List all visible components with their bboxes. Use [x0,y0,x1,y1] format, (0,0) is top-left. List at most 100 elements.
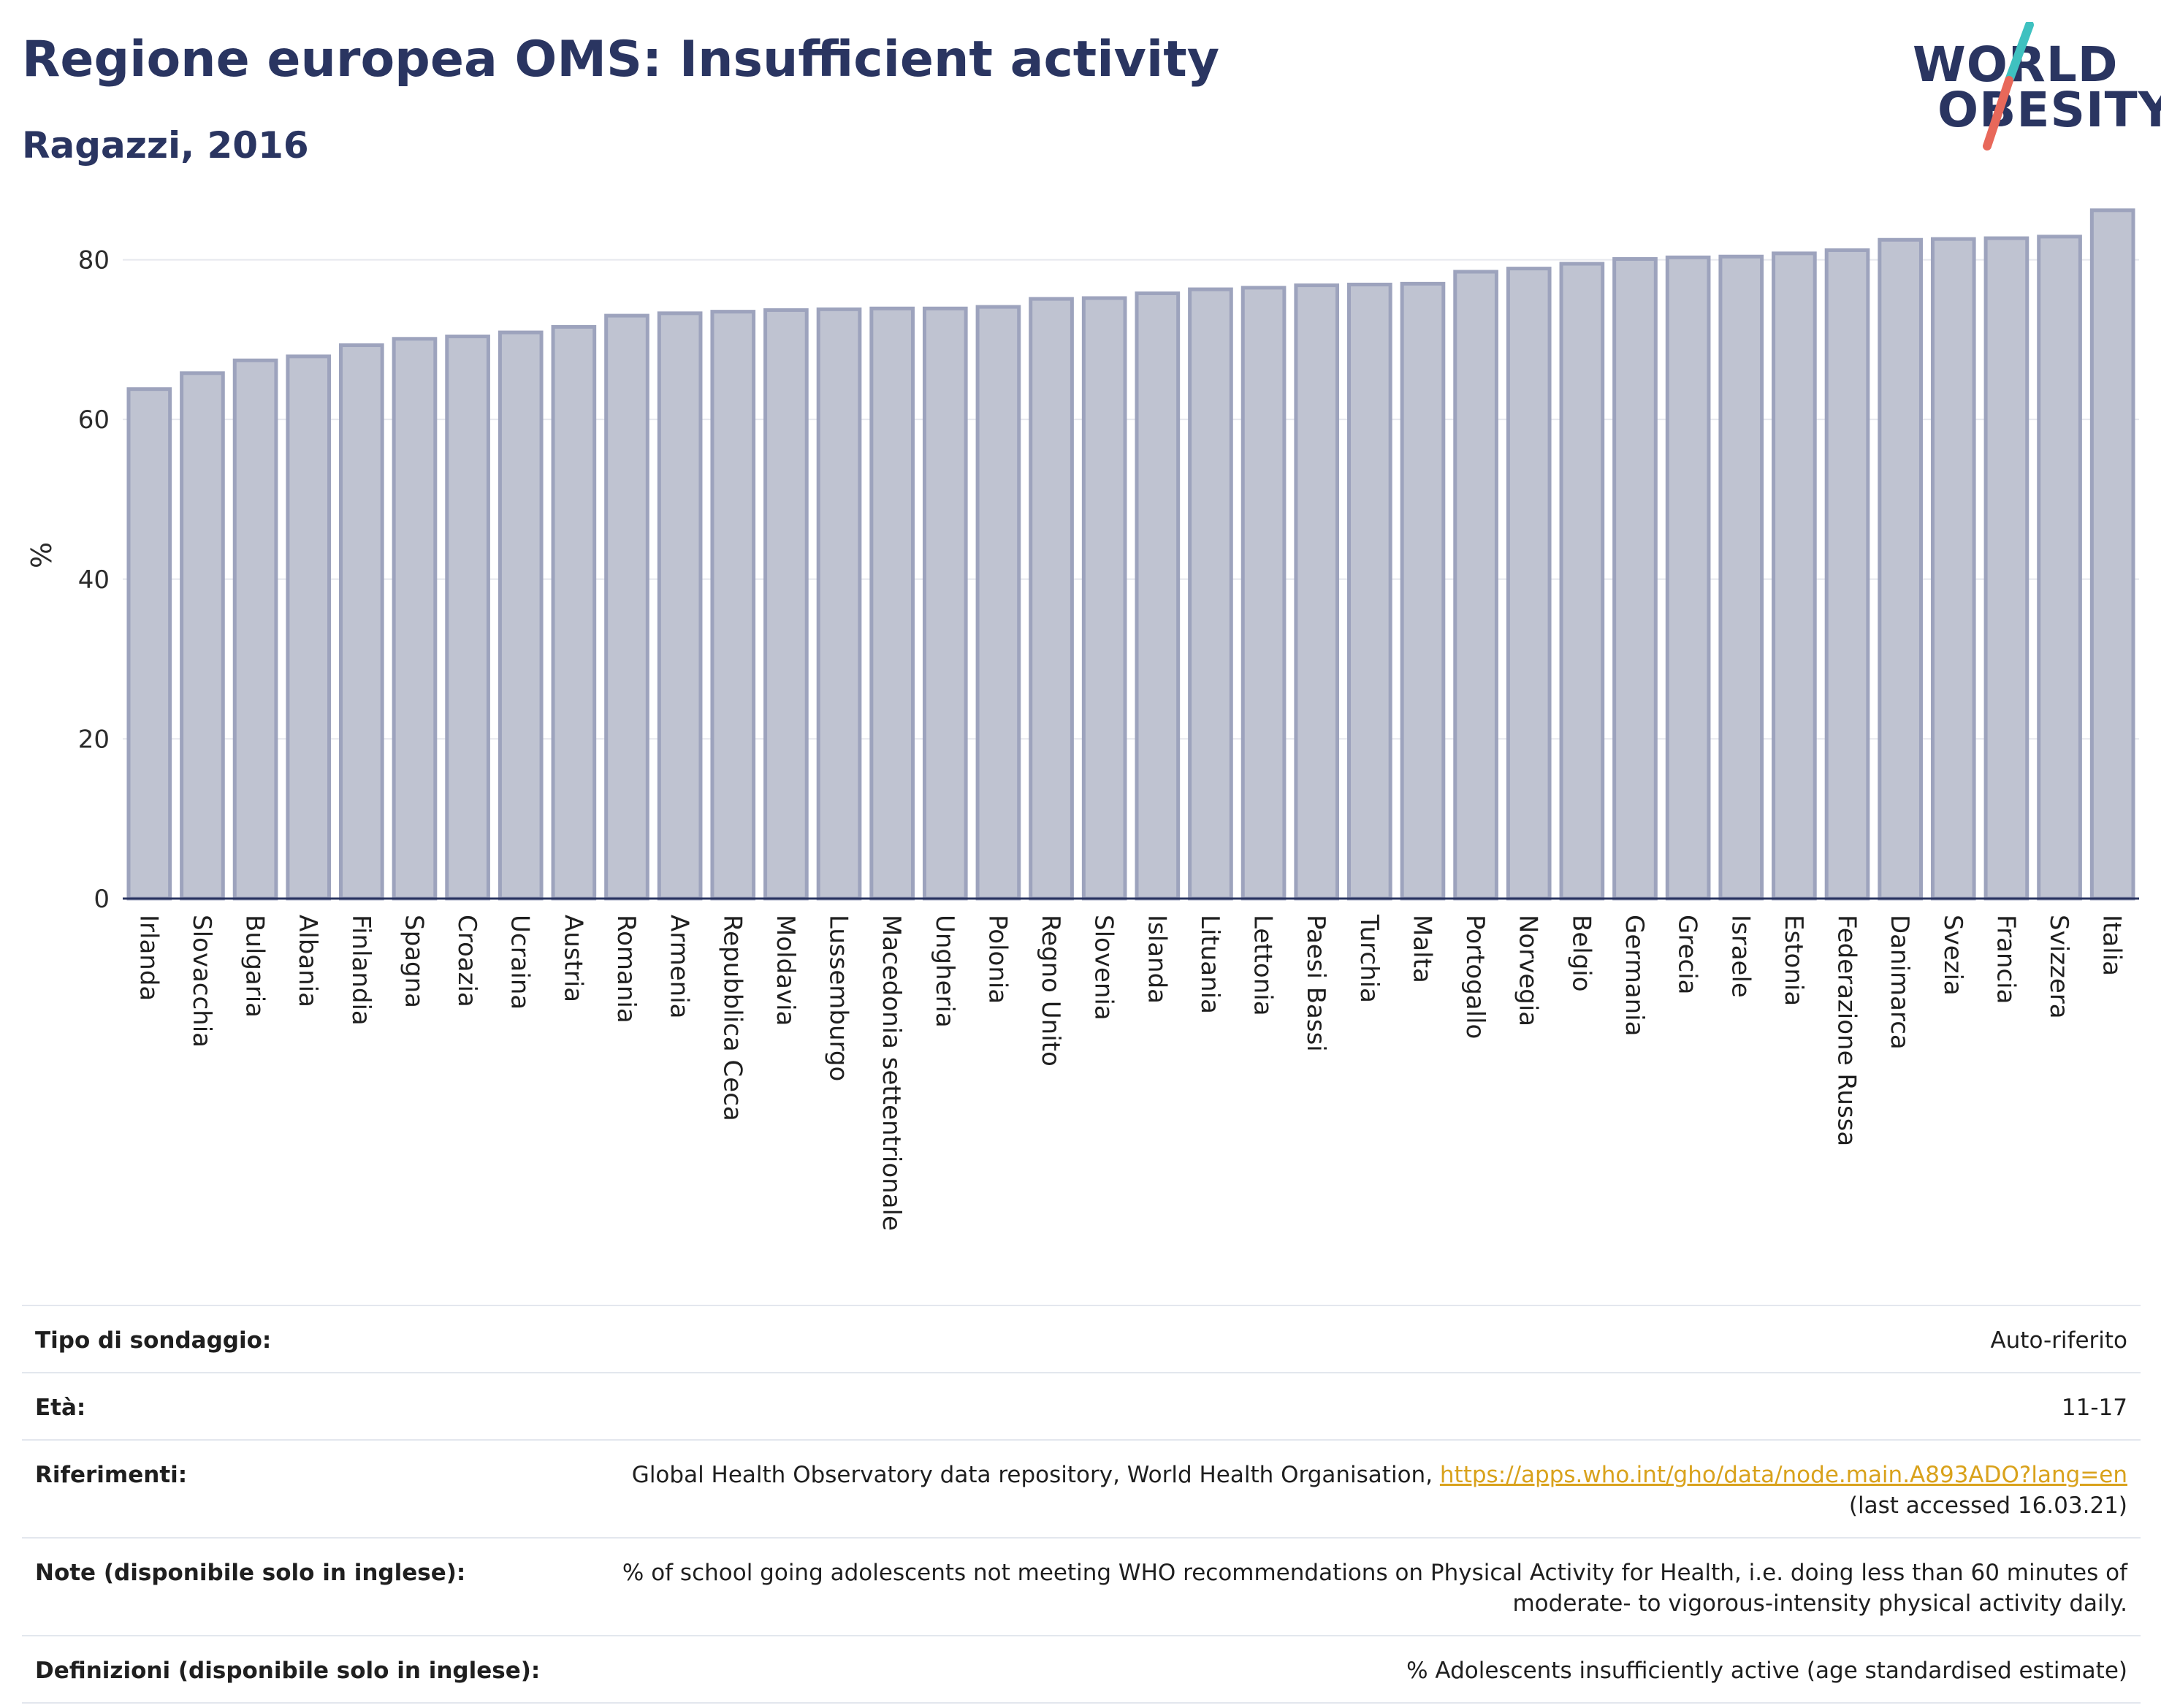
info-row-age: Età: 11-17 [22,1372,2141,1440]
bar [1081,296,1127,901]
y-tick-label: 80 [78,246,110,275]
info-value: 11-17 [603,1372,2141,1440]
world-obesity-logo: WORLD OBESITY [1899,22,2161,153]
x-tick-label: Ucraina [506,915,535,1010]
bar [816,307,862,901]
bar [1983,236,2029,901]
x-tick-label: Svezia [1938,915,1967,996]
bar [710,310,756,901]
x-tick-label: Malta [1407,915,1436,983]
bar [763,308,809,901]
bar-chart: 0 20 40 60 80% Irlanda Slovacchia Bulgaria Alban… [26,208,2139,1231]
x-tick-label: Lettonia [1249,915,1278,1016]
y-tick-label: 40 [78,565,110,595]
info-table: Tipo di sondaggio: Auto-riferito Età: 11… [22,1305,2141,1704]
x-tick-label: Grecia [1673,915,1702,994]
x-tick-label: Croazia [452,915,481,1007]
bar [604,313,649,901]
x-tick-label: Albania [293,915,322,1007]
info-label: Definizioni (disponibile solo in inglese… [22,1635,603,1704]
y-tick-label: 60 [78,405,110,435]
y-tick-label: 20 [78,725,110,754]
bar [1294,283,1340,901]
bar [975,305,1021,901]
x-tick-label: Slovenia [1089,915,1118,1021]
x-tick-label: Irlanda [134,915,163,1001]
x-tick-label: Slovacchia [187,915,216,1048]
y-axis-label: % [26,542,58,568]
y-tick-label: 0 [94,885,110,914]
x-tick-label: Polonia [983,915,1012,1004]
x-tick-label: Estonia [1779,915,1808,1006]
bar [392,337,438,901]
bar [126,387,172,901]
info-value: % Adolescents insufficiently active (age… [603,1635,2141,1704]
info-value: Global Health Observatory data repositor… [603,1439,2141,1538]
x-tick-label: Federazione Russa [1832,915,1861,1146]
page-subtitle: Ragazzi, 2016 [22,124,309,167]
x-tick-label: Svizzera [2044,915,2073,1019]
x-tick-label: Bulgaria [240,915,270,1018]
info-label: Note (disponibile solo in inglese): [22,1537,603,1636]
info-label: Riferimenti: [22,1439,603,1538]
bar [1718,254,1764,901]
bar [869,306,915,901]
x-tick-label: Paesi Bassi [1301,915,1330,1052]
info-value: % of school going adolescents not meetin… [603,1537,2141,1636]
x-tick-label: Finlandia [346,915,376,1026]
bar [1188,287,1233,901]
bar [1665,255,1711,901]
x-tick-label: Ungheria [930,915,959,1028]
reference-link[interactable]: https://apps.who.int/gho/data/node.main.… [1439,1462,2127,1488]
x-tick-label: Macedonia settentrionale [877,915,906,1231]
info-label: Tipo di sondaggio: [22,1305,603,1373]
bar [1506,267,1552,901]
x-tick-label: Israele [1726,915,1755,998]
bar [1878,237,1923,901]
bar [922,306,968,901]
x-tick-label: Danimarca [1885,915,1914,1050]
x-tick-label: Belgio [1566,915,1596,992]
x-tick-label: Romania [611,915,641,1023]
bar [1824,248,1870,901]
bar [286,354,332,901]
bar [1772,251,1817,901]
info-row-survey: Tipo di sondaggio: Auto-riferito [22,1305,2141,1373]
info-label: Età: [22,1372,603,1440]
info-value: Auto-riferito [603,1305,2141,1373]
page-title: Regione europea OMS: Insufficient activi… [22,31,1220,88]
bar [1453,270,1498,901]
x-tick-label: Repubblica Ceca [717,915,747,1121]
bar [1400,281,1446,901]
x-tick-label: Austria [558,915,587,1002]
bar [1135,291,1181,901]
bar [498,330,544,901]
bar [1612,256,1658,901]
x-tick-label: Moldavia [771,915,800,1026]
reference-access-date: (last accessed 16.03.21) [1848,1492,2127,1519]
x-tick-label: Regno Unito [1036,915,1065,1067]
x-tick-label: Armenia [665,915,694,1019]
bar [1347,282,1392,901]
x-tick-label: Lussemburgo [824,915,853,1081]
logo-line2: OBESITY [1937,82,2161,138]
bar [1930,237,1976,901]
info-row-references: Riferimenti: Global Health Observatory d… [22,1439,2141,1538]
bar [2037,235,2082,901]
info-row-definitions: Definizioni (disponibile solo in inglese… [22,1635,2141,1704]
reference-text: Global Health Observatory data repositor… [631,1462,1440,1488]
x-tick-label: Francia [1991,915,2020,1004]
x-tick-label: Norvegia [1514,915,1543,1026]
x-tick-label: Turchia [1354,914,1384,1003]
bar [2089,208,2135,901]
info-row-notes: Note (disponibile solo in inglese): % of… [22,1537,2141,1636]
bar [1029,297,1074,901]
logo-slash-icon [1983,22,2034,150]
bar [657,311,703,901]
bar [339,343,384,901]
bar [1240,286,1287,901]
x-tick-label: Portogallo [1460,915,1490,1039]
x-tick-label: Spagna [399,915,428,1008]
bar [232,358,278,901]
x-tick-label: Islanda [1142,915,1171,1004]
